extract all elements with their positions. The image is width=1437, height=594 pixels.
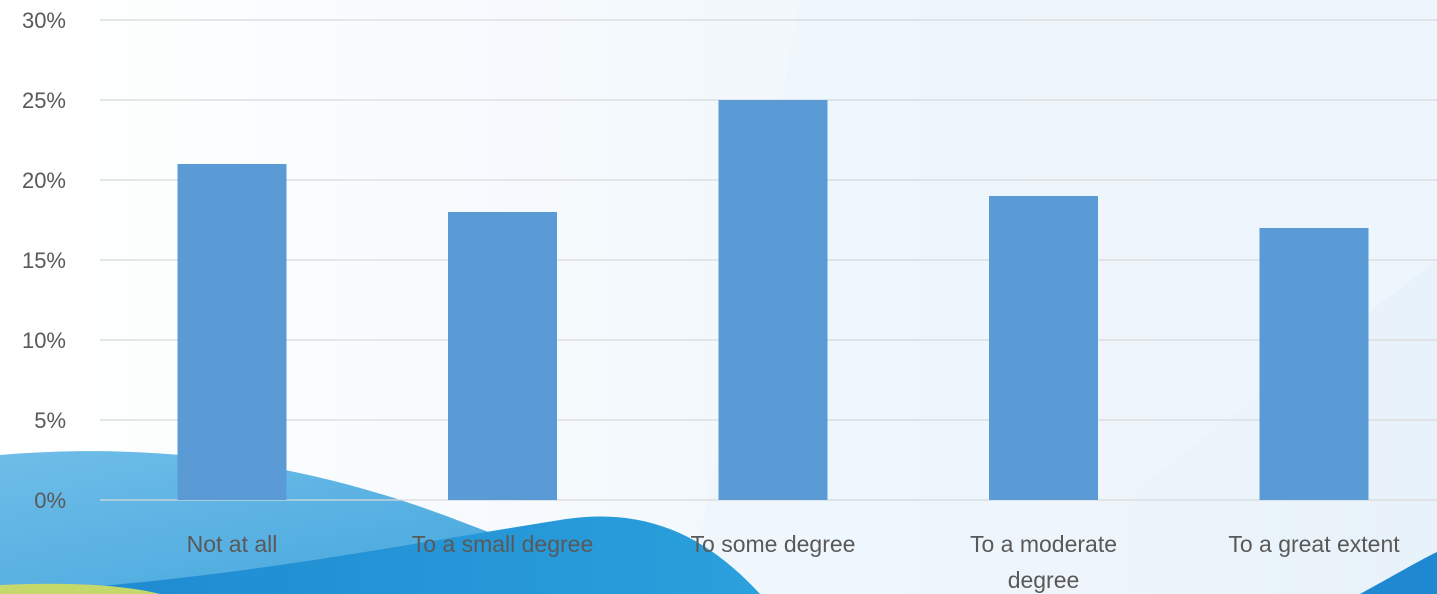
corner-blue-wave (1360, 552, 1437, 594)
dark-blue-wave (0, 516, 760, 594)
bar (177, 164, 287, 500)
bar (1259, 228, 1369, 500)
x-category-label: To a small degree (412, 531, 594, 557)
y-tick-label: 30% (22, 8, 66, 33)
y-tick-label: 20% (22, 168, 66, 193)
x-category-label: To a moderate degree (970, 531, 1117, 593)
x-axis-labels: Not at all To a small degree To some degre… (187, 531, 1401, 593)
bar (989, 196, 1098, 500)
y-tick-label: 5% (34, 408, 66, 433)
y-tick-label: 25% (22, 88, 66, 113)
bars (177, 100, 1369, 500)
y-tick-label: 15% (22, 248, 66, 273)
y-tick-label: 10% (22, 328, 66, 353)
bar (718, 100, 828, 500)
x-category-label: To a great extent (1228, 531, 1400, 557)
y-tick-label: 0% (34, 488, 66, 513)
y-axis-ticks: 0% 5% 10% 15% 20% 25% 30% (22, 8, 66, 513)
bar (448, 212, 557, 500)
green-accent-wave (0, 583, 160, 594)
x-category-label: Not at all (187, 531, 278, 557)
x-category-label: To some degree (691, 531, 856, 557)
